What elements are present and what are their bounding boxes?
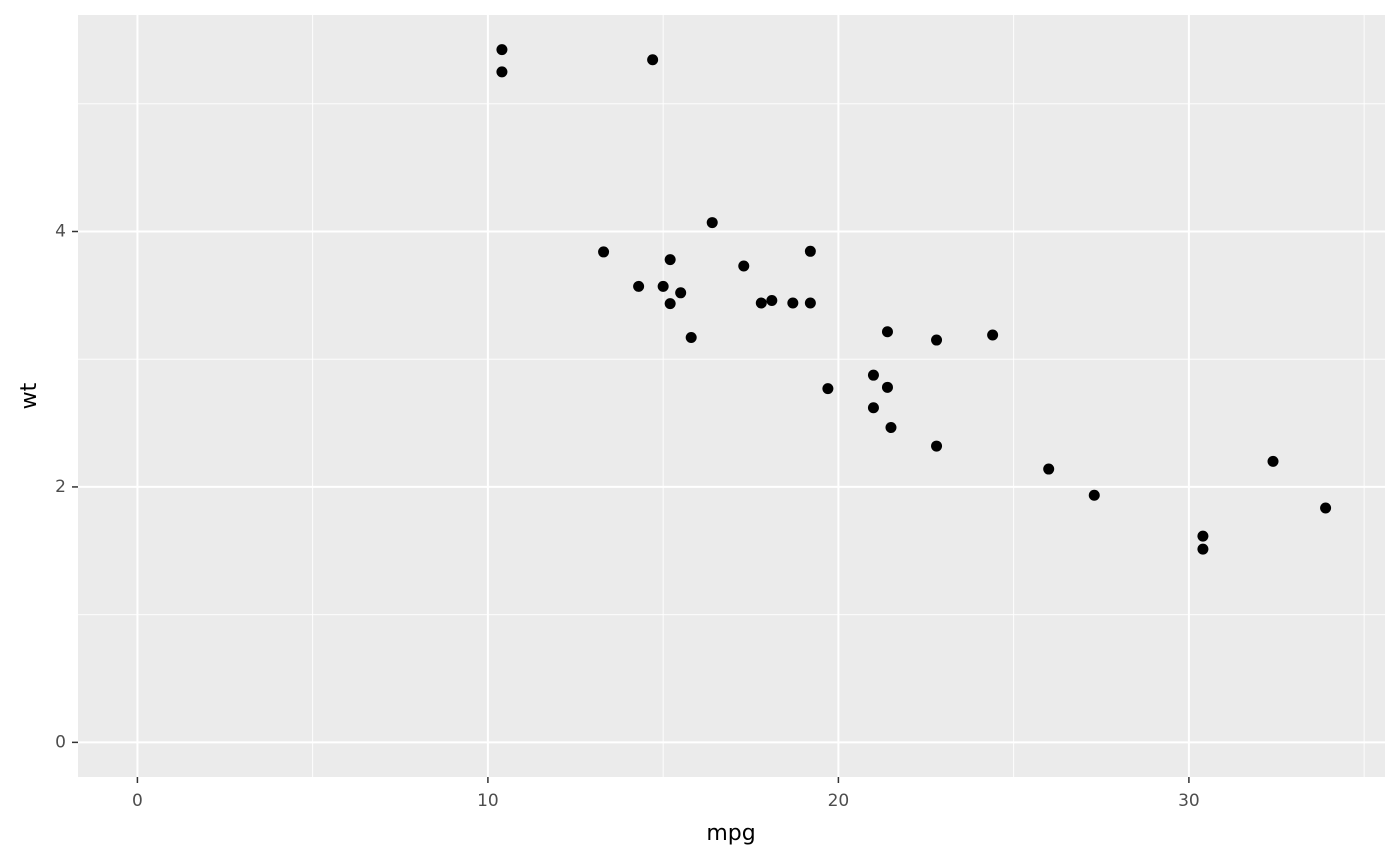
points (496, 44, 1332, 555)
point (598, 246, 610, 258)
point (885, 422, 897, 434)
point (881, 381, 893, 393)
x-tick-label: 30 (1178, 791, 1200, 811)
x-axis-title: mpg (706, 821, 755, 846)
point (675, 287, 687, 299)
point (1197, 530, 1209, 542)
x-tick-label: 10 (477, 791, 499, 811)
point (1043, 463, 1055, 475)
point (987, 329, 999, 341)
point (647, 54, 659, 66)
point (633, 280, 645, 292)
point (685, 332, 697, 344)
x-tick-label: 20 (828, 791, 850, 811)
point (706, 217, 718, 229)
point (657, 280, 669, 292)
point (766, 294, 778, 306)
y-axis-title: wt (17, 382, 42, 409)
point (496, 66, 508, 78)
point (1320, 502, 1332, 514)
point (867, 369, 879, 381)
point (1088, 489, 1100, 501)
point (496, 44, 508, 56)
point (822, 383, 834, 395)
point (867, 402, 879, 414)
x-tick-label: 0 (132, 791, 143, 811)
point (804, 245, 816, 257)
y-tick-label: 0 (55, 732, 66, 752)
point (787, 297, 799, 309)
point (1267, 455, 1279, 467)
point (664, 254, 676, 266)
point (931, 440, 943, 452)
point (755, 297, 767, 309)
point (738, 260, 750, 272)
axes: 0 10 20 30 0 2 4 (55, 222, 1200, 811)
point (881, 326, 893, 338)
point (664, 298, 676, 310)
y-tick-label: 4 (55, 222, 66, 242)
point (931, 334, 943, 346)
point (804, 297, 816, 309)
y-tick-label: 2 (55, 477, 66, 497)
panel (78, 15, 1385, 777)
point (1197, 543, 1209, 555)
grid (78, 15, 1385, 777)
